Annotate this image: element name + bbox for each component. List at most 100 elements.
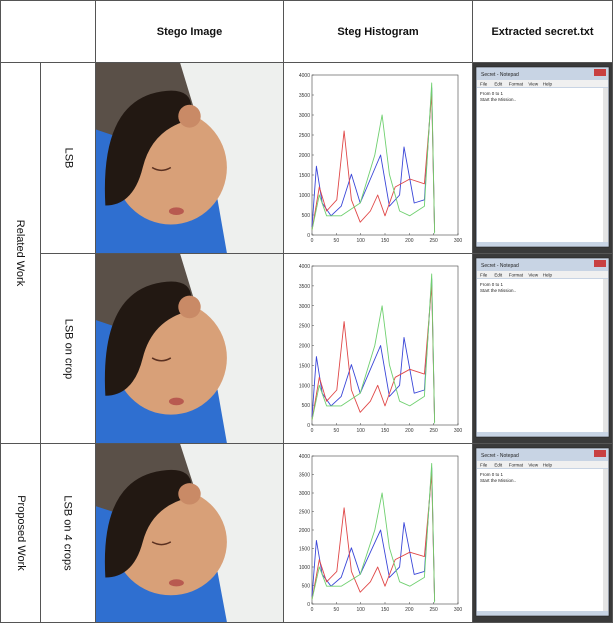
histogram-cell: 0 500 1000 1500 2000 2500 3000 3500 4000 0 50 100 15… [284, 254, 473, 444]
menu-bar [477, 80, 608, 87]
menu-item: Help [543, 273, 553, 278]
y-tick-label: 2000 [299, 528, 310, 534]
figure [96, 444, 283, 622]
column-header: Steg Histogram [284, 1, 473, 63]
menu-item: Format [509, 463, 524, 468]
mouth [168, 579, 184, 587]
x-tick-label: 50 [334, 607, 340, 613]
y-tick-label: 1500 [299, 363, 310, 369]
y-tick-label: 3500 [299, 93, 310, 99]
scrollbar [603, 88, 608, 242]
x-tick-label: 200 [405, 428, 414, 434]
histogram-curve [311, 284, 436, 422]
text-area [477, 279, 608, 432]
stego-image-cell [96, 444, 284, 623]
histogram-curve [311, 278, 436, 422]
histogram-curve [311, 473, 436, 602]
method-label: LSB on crop [62, 318, 75, 379]
y-tick-label: 1000 [299, 193, 310, 199]
histogram-curve [311, 462, 436, 603]
menu-item: Format [509, 273, 524, 278]
y-tick-label: 500 [302, 403, 311, 409]
row-group: Related Work [1, 63, 41, 444]
blanket-white [180, 63, 283, 253]
extracted-text-cell: Secret - Notepad File Edit Format View Help Fr… [473, 63, 613, 254]
y-tick-label: 3000 [299, 304, 310, 310]
y-tick-label: 3500 [299, 473, 310, 479]
y-tick-label: 1500 [299, 547, 310, 553]
histogram-curve [311, 82, 436, 234]
window-title: Secret - Notepad [481, 453, 519, 459]
menu-item: Edit [494, 273, 503, 278]
text-line: From 0 to 1 [480, 472, 504, 477]
text-line: From 0 to 1 [480, 282, 504, 287]
method-label: LSB on 4 crops [62, 495, 74, 571]
method-cell: LSB on 4 crops [41, 444, 96, 623]
y-tick-label: 2000 [299, 153, 310, 159]
y-tick-label: 500 [302, 213, 311, 219]
y-tick-label: 2500 [299, 133, 310, 139]
plot-frame [311, 455, 459, 605]
stego-image-cell [96, 63, 284, 254]
menu-item: Help [543, 463, 553, 468]
stego-image-cell [96, 254, 284, 444]
ear [178, 104, 201, 128]
x-tick-label: 200 [405, 238, 414, 244]
scrollbar [603, 469, 608, 611]
y-tick-label: 0 [307, 602, 310, 608]
method-label: LSB [61, 147, 74, 169]
figure: Secret - Notepad File Edit Format View Help Fr… [473, 444, 612, 622]
x-tick-label: 300 [454, 428, 463, 434]
x-tick-label: 150 [381, 428, 390, 434]
x-tick-label: 100 [356, 607, 365, 613]
figure: Secret - Notepad File Edit Format View Help Fr… [473, 254, 612, 443]
figure: 0 500 1000 1500 2000 2500 3000 3500 4000 0 50 100 15… [299, 264, 463, 434]
header-text: Steg Histogram [337, 25, 419, 38]
header-text: Stego Image [156, 25, 223, 38]
y-tick-label: 2500 [299, 324, 310, 330]
histogram-curve [311, 93, 436, 232]
x-tick-label: 150 [381, 607, 390, 613]
y-tick-label: 1000 [299, 565, 310, 571]
figure: 0 500 1000 1500 2000 2500 3000 3500 4000 0 50 100 15… [299, 454, 463, 613]
x-tick-label: 250 [429, 428, 438, 434]
hair [104, 281, 192, 396]
x-tick-label: 300 [454, 607, 463, 613]
menu-item: Help [543, 82, 553, 87]
text-line: Start the Mission.. [480, 288, 516, 293]
hair [104, 90, 192, 206]
histogram-cell: 0 500 1000 1500 2000 2500 3000 3500 4000 0 50 100 15… [284, 63, 473, 254]
y-tick-label: 2000 [299, 344, 310, 350]
y-tick-label: 500 [302, 584, 311, 590]
x-tick-label: 250 [429, 238, 438, 244]
plot-frame [311, 265, 459, 426]
corner-cell [1, 1, 96, 63]
scrollbar [603, 279, 608, 432]
hair [104, 469, 192, 578]
x-tick-label: 200 [405, 607, 414, 613]
x-tick-label: 0 [311, 607, 314, 613]
y-tick-label: 4000 [299, 264, 310, 270]
ear [178, 483, 201, 505]
x-tick-label: 150 [381, 238, 390, 244]
mouth [168, 207, 184, 215]
y-tick-label: 4000 [299, 73, 310, 79]
menu-item: View [528, 463, 538, 468]
text-area [477, 88, 608, 242]
close-button [594, 260, 606, 267]
y-tick-label: 1500 [299, 173, 310, 179]
column-header: Extracted secret.txt [473, 1, 613, 63]
extracted-text-cell: Secret - Notepad File Edit Format View Help Fr… [473, 444, 613, 623]
menu-item: File [480, 273, 488, 278]
menu-item: File [480, 463, 488, 468]
method-cell: LSB [41, 63, 96, 254]
row-group: Proposed Work [1, 444, 41, 623]
histogram-curve [311, 467, 436, 602]
x-tick-label: 100 [356, 428, 365, 434]
extracted-text-cell: Secret - Notepad File Edit Format View Help Fr… [473, 254, 613, 444]
figure: 0 500 1000 1500 2000 2500 3000 3500 4000 0 50 100 15… [299, 73, 463, 244]
x-tick-label: 0 [311, 238, 314, 244]
y-tick-label: 3000 [299, 113, 310, 119]
